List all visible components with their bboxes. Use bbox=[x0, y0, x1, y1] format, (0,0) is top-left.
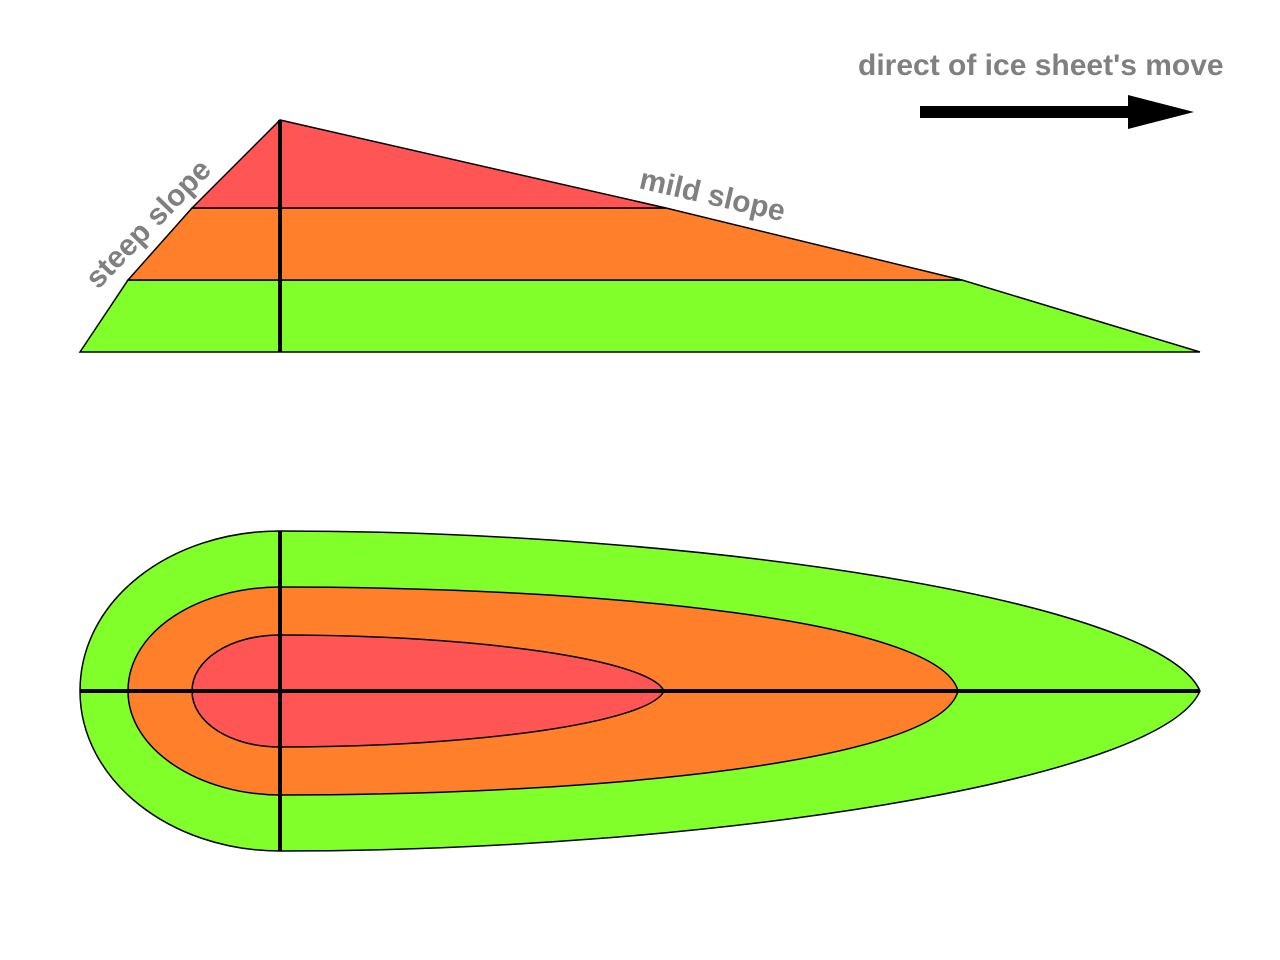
top-zone bbox=[190, 119, 667, 209]
bottom-zone bbox=[78, 279, 1201, 353]
cross-section bbox=[78, 119, 1201, 353]
arrow-right-icon bbox=[920, 95, 1194, 129]
middle-zone bbox=[126, 207, 963, 281]
plan-view bbox=[79, 530, 1201, 852]
direction-label: direct of ice sheet's move bbox=[858, 49, 1224, 82]
